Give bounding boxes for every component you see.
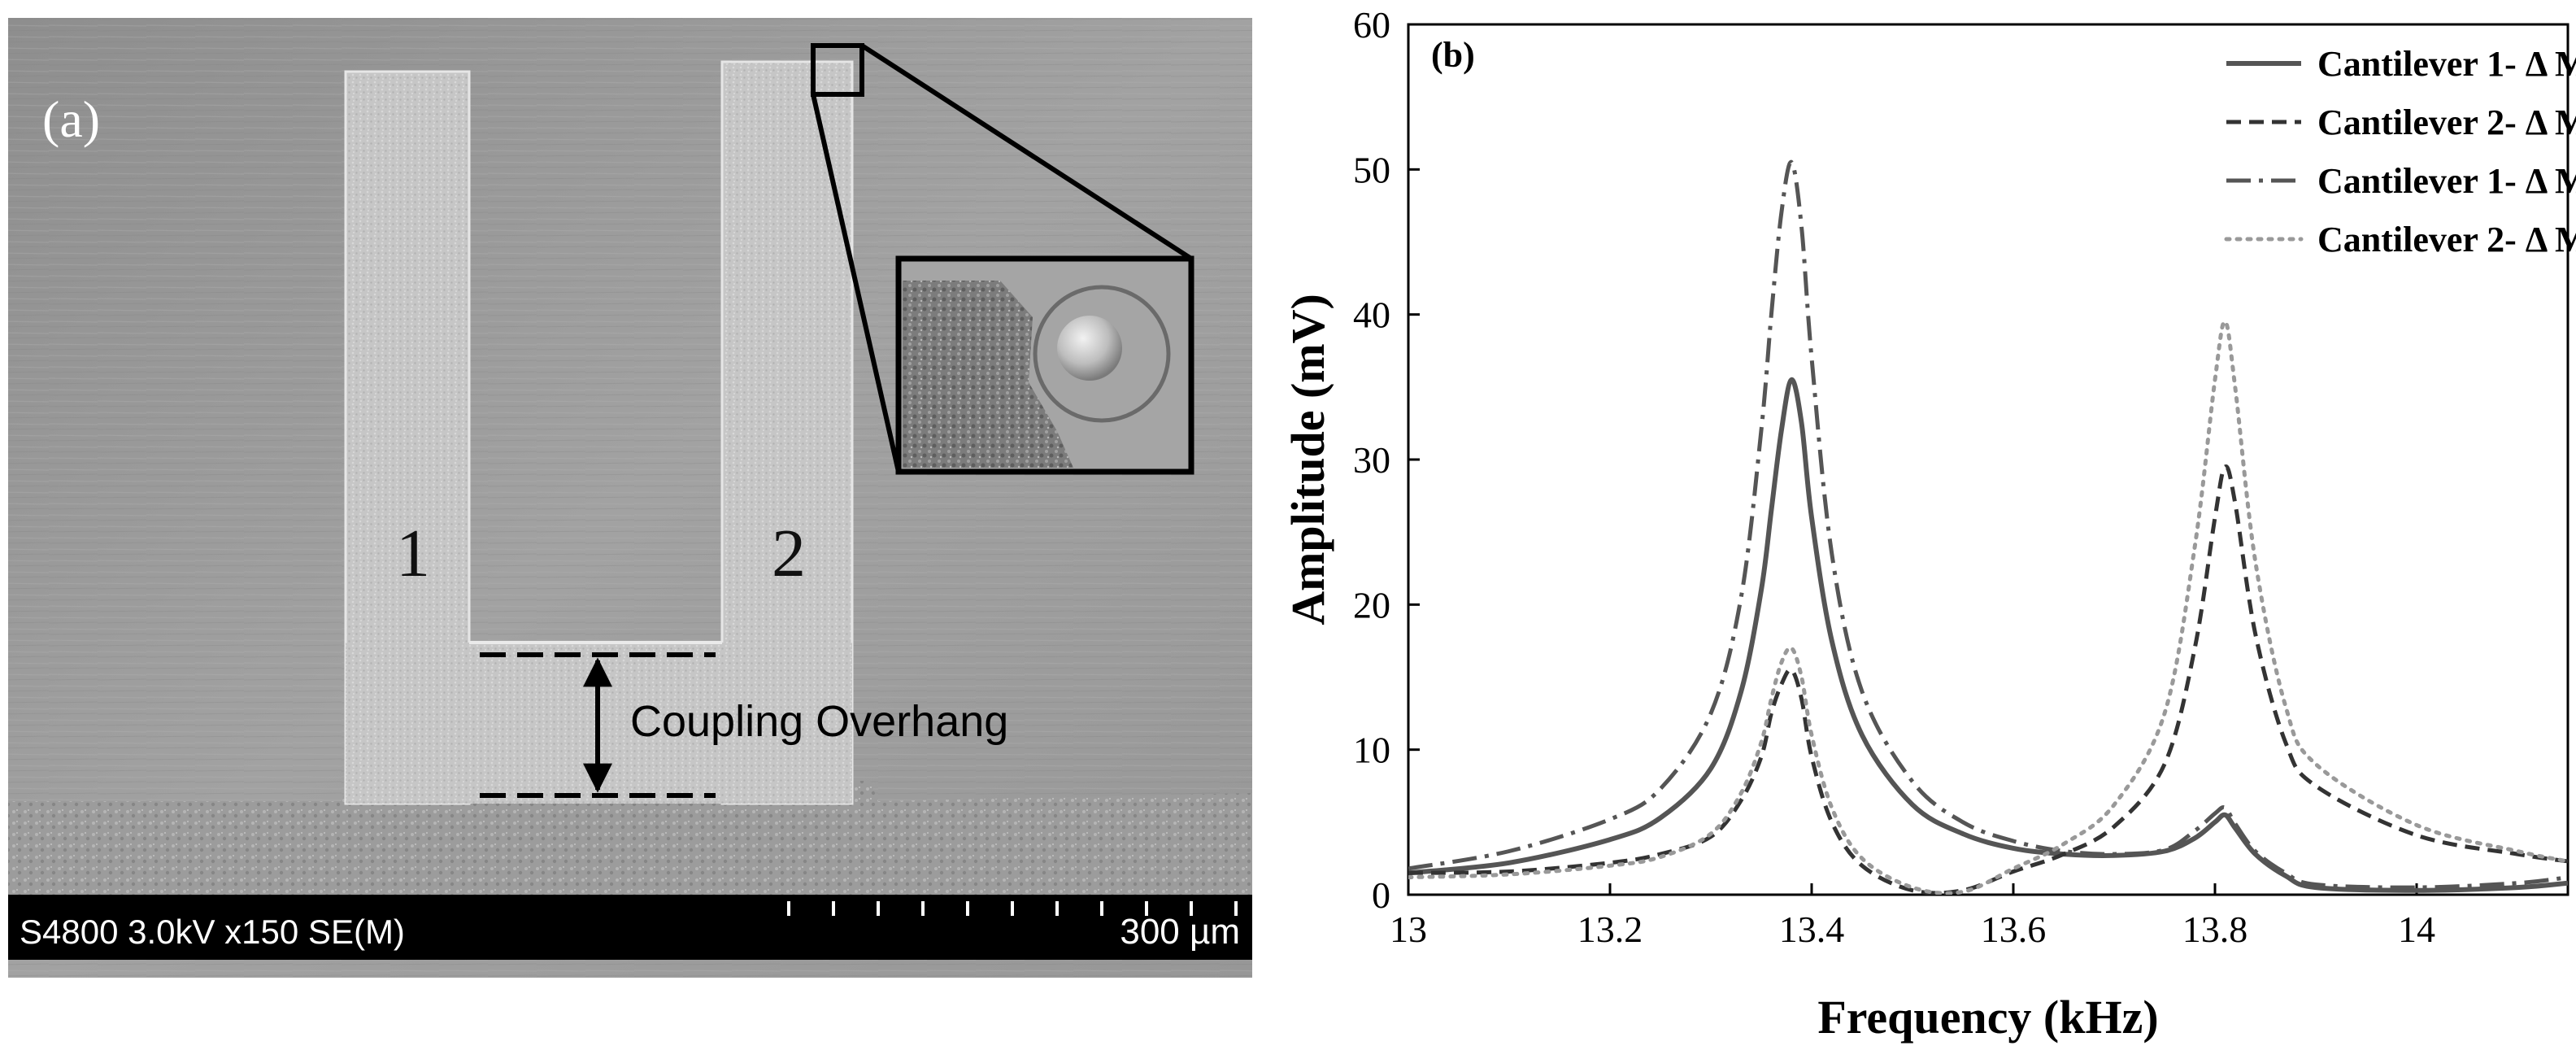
y-tick-label: 60 (1353, 4, 1390, 46)
sem-info-bar: S4800 3.0kV x150 SE(M) 300 µm (8, 895, 1252, 960)
series-line-4 (1408, 320, 2568, 895)
y-tick-label: 20 (1353, 584, 1390, 625)
cantilever-2-label: 2 (772, 516, 806, 591)
sem-image (8, 18, 1252, 978)
plot-frame (1407, 23, 2569, 896)
series-line-3 (1408, 159, 2568, 890)
resonance-chart: Amplitude (mV) Frequency (kHz) (b) 0 10 20… (1281, 4, 2576, 1044)
inset-image (895, 255, 1194, 475)
substrate-base (8, 781, 1252, 895)
y-tick-label: 50 (1353, 149, 1390, 190)
zoom-box (811, 43, 864, 97)
y-tick-label: 10 (1353, 730, 1390, 771)
panel-label-b: (b) (1431, 35, 1475, 75)
y-tick-label: 0 (1372, 874, 1390, 916)
inset-ring (1033, 285, 1171, 423)
legend-label-2: Cantilever 2- Δ M=0 (2317, 102, 2576, 142)
chart-panel: Amplitude (mV) Frequency (kHz) (b) 0 10 20… (1268, 0, 2576, 1055)
coupling-overhang-label: Coupling Overhang (630, 697, 1008, 746)
panel-label-a: (a) (42, 90, 100, 148)
sem-micrograph: (a) 1 2 Coupling Overhang S4800 3. (8, 18, 1252, 978)
scale-bar-label: 300 µm (1120, 912, 1240, 952)
cantilever-1-label: 1 (396, 516, 430, 591)
inset-bead (1057, 316, 1122, 381)
y-tick-label: 40 (1353, 294, 1390, 336)
sem-settings-text: S4800 3.0kV x150 SE(M) (20, 913, 405, 951)
overhang-dimension (480, 652, 716, 798)
x-tick-label: 14 (2398, 909, 2435, 950)
x-axis-label: Frequency (kHz) (1817, 991, 2158, 1044)
zoom-callout (811, 43, 1194, 475)
series-line-2 (1408, 464, 2568, 895)
x-tick-label: 13.4 (1779, 909, 1845, 950)
legend-label-3: Cantilever 1- Δ M~150pg (2317, 161, 2576, 201)
x-tick-label: 13.6 (1981, 909, 2047, 950)
x-tick-label: 13.2 (1577, 909, 1643, 950)
legend-label-4: Cantilever 2- Δ M~150pg (2317, 220, 2576, 259)
legend-label-1: Cantilever 1- Δ M=0 (2317, 44, 2576, 84)
x-tick-label: 13.8 (2182, 909, 2248, 950)
series-line-1 (1408, 377, 2568, 893)
scale-bar (787, 901, 1238, 916)
sem-micrograph-panel: (a) 1 2 Coupling Overhang S4800 3. (0, 0, 1268, 1055)
y-axis-label: Amplitude (mV) (1281, 294, 1334, 625)
x-tick-label: 13 (1390, 909, 1427, 950)
y-tick-label: 30 (1353, 439, 1390, 481)
